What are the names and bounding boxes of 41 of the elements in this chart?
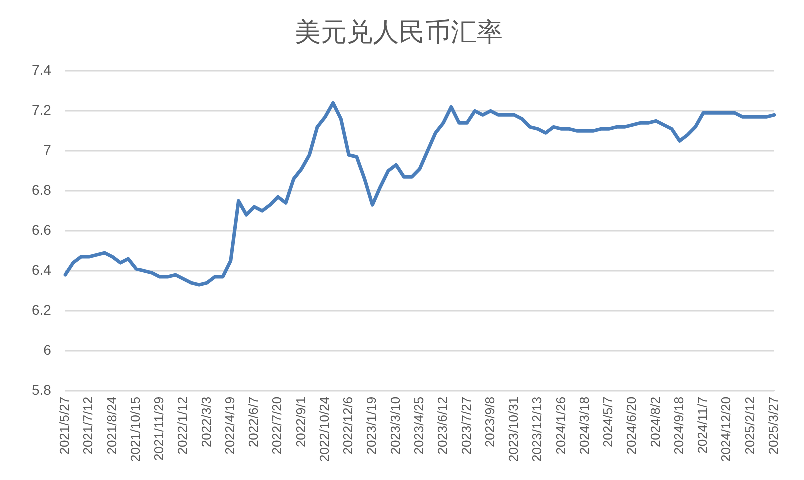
x-tick-label: 2024/12/20 [718, 396, 734, 462]
y-tick-label: 5.8 [32, 382, 52, 398]
x-tick-label: 2023/6/12 [435, 396, 450, 455]
x-tick-label: 2022/4/19 [222, 396, 238, 455]
y-tick-label: 6.6 [32, 222, 52, 238]
x-tick-label: 2024/5/7 [600, 396, 616, 448]
x-tick-label: 2021/7/12 [80, 396, 96, 455]
x-tick-label: 2023/10/31 [506, 396, 522, 462]
x-tick-label: 2023/3/10 [388, 396, 403, 455]
x-tick-label: 2022/7/20 [270, 396, 285, 455]
x-tick-label: 2022/6/7 [246, 396, 262, 448]
y-tick-label: 6.2 [32, 302, 52, 318]
x-tick-label: 2022/9/1 [293, 396, 308, 448]
x-tick-label: 2022/3/3 [198, 396, 214, 448]
x-tick-label: 2023/7/27 [458, 396, 474, 455]
y-tick-label: 7.2 [32, 102, 52, 118]
x-tick-label: 2022/12/6 [340, 396, 356, 455]
x-tick-label: 2025/2/12 [742, 396, 758, 455]
x-tick-label: 2024/3/18 [576, 396, 592, 455]
x-tick-label: 2021/10/15 [128, 396, 143, 462]
x-tick-label: 2022/10/24 [316, 396, 332, 462]
x-tick-label: 2021/11/29 [152, 396, 167, 462]
y-tick-label: 6.4 [32, 262, 52, 278]
x-tick-label: 2022/1/12 [175, 396, 190, 455]
x-tick-label: 2024/11/7 [695, 396, 710, 454]
x-tick-label: 2023/12/13 [530, 396, 545, 462]
x-tick-label: 2024/6/20 [624, 396, 640, 455]
x-tick-label: 2024/1/26 [553, 396, 568, 455]
y-tick-label: 6.8 [32, 182, 52, 198]
x-tick-label: 2023/4/25 [412, 396, 427, 455]
x-tick-label: 2025/3/27 [766, 396, 781, 455]
chart-title: 美元兑人民币汇率 [295, 16, 503, 47]
x-tick-label: 2024/8/2 [648, 396, 663, 448]
x-tick-label: 2024/9/18 [671, 396, 686, 455]
x-tick-label: 2023/1/19 [364, 396, 380, 455]
x-tick-label: 2021/8/24 [104, 396, 120, 455]
x-tick-label: 2023/9/8 [482, 396, 498, 448]
y-tick-label: 7 [44, 142, 52, 158]
y-tick-label: 6 [44, 342, 52, 358]
x-tick-label: 2021/5/27 [57, 396, 72, 455]
y-tick-label: 7.4 [32, 62, 52, 78]
